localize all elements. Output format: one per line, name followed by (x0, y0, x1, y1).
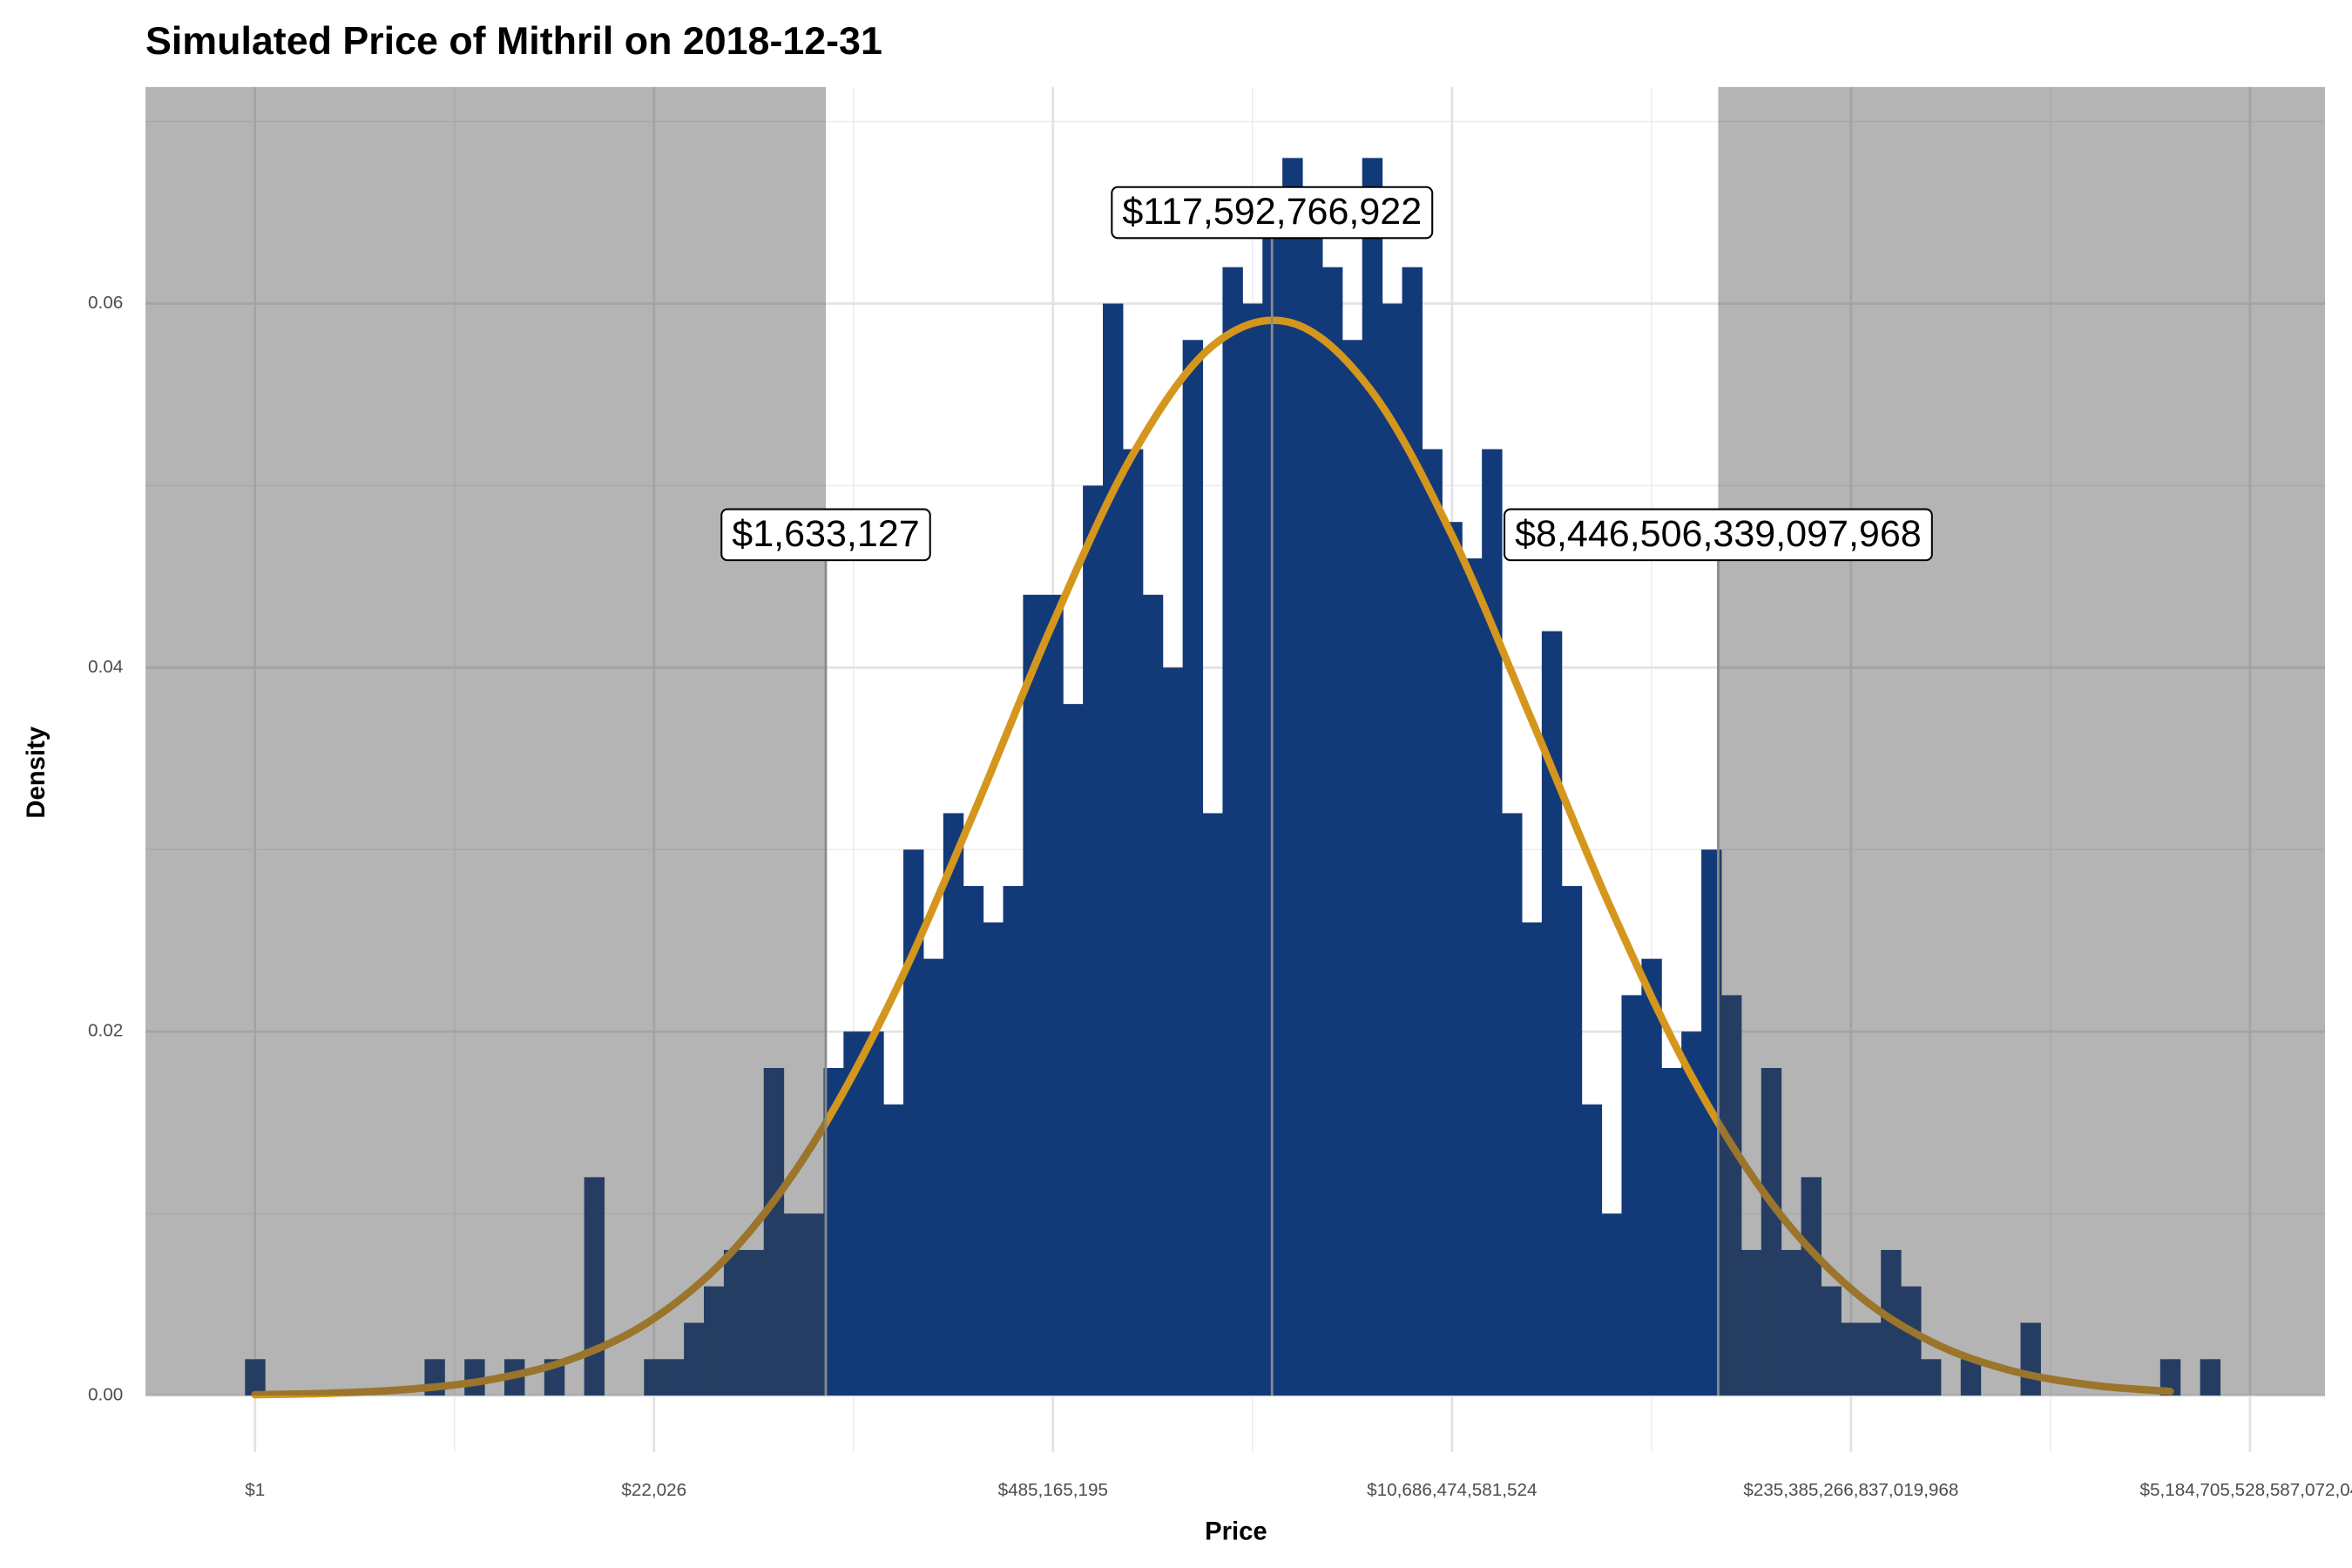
annotation: $1,633,127 (720, 508, 931, 562)
annotation-label: $1,633,127 (732, 513, 919, 555)
x-tick-label: $5,184,705,528,587,072,04 (2140, 1480, 2352, 1500)
histogram-bar (1561, 886, 1583, 1396)
histogram-bar (1621, 995, 1642, 1396)
histogram-bar (644, 1359, 665, 1396)
histogram-bar (1901, 1286, 1922, 1396)
histogram-bar (863, 1031, 884, 1396)
histogram-bar (1701, 849, 1722, 1396)
histogram-bar (1182, 340, 1204, 1396)
y-axis-title: Density (23, 726, 51, 818)
annotation: $117,592,766,922 (1111, 186, 1434, 240)
annotation-box (1504, 508, 1933, 562)
histogram-bar (1581, 1104, 1603, 1396)
histogram-bar (1302, 230, 1323, 1396)
histogram-bar (1921, 1359, 1942, 1396)
histogram-bar (1202, 813, 1223, 1396)
histogram-bar (1641, 958, 1662, 1396)
histogram-bar (723, 1249, 745, 1396)
annotation-label: $117,592,766,922 (1122, 191, 1422, 233)
histogram-bar (783, 1213, 805, 1396)
histogram-bar (1541, 631, 1563, 1396)
histogram-bar (1521, 922, 1543, 1396)
x-tick-label: $235,385,266,837,019,968 (1743, 1480, 1958, 1500)
histogram-bar (1342, 340, 1363, 1396)
annotation-box (1111, 186, 1434, 240)
annotation-label: $8,446,506,339,097,968 (1515, 513, 1922, 555)
histogram-bar (1720, 995, 1742, 1396)
histogram-bar (1321, 267, 1343, 1396)
histogram-bar (1043, 594, 1064, 1396)
histogram-bar (1242, 303, 1263, 1396)
histogram-bar (1023, 594, 1044, 1396)
shaded-region (145, 86, 826, 1396)
chart-title: Simulated Price of Mithril on 2018-12-31 (145, 19, 882, 63)
histogram-bar (1142, 594, 1164, 1396)
histogram-bar (1162, 667, 1184, 1396)
histogram-bar (704, 1286, 725, 1396)
x-tick-label: $1 (245, 1480, 265, 1500)
histogram-bar (763, 1068, 785, 1396)
x-tick-label: $485,165,195 (998, 1480, 1108, 1500)
x-tick-label: $22,026 (621, 1480, 686, 1500)
histogram-bar (1442, 522, 1463, 1396)
histogram-bar (1601, 1213, 1622, 1396)
histogram-bar (1761, 1068, 1782, 1396)
histogram-bar (1841, 1322, 1862, 1396)
histogram-bar (1122, 449, 1144, 1396)
histogram-bar (1801, 1177, 1822, 1396)
histogram-bar (1861, 1322, 1882, 1396)
histogram-bar (1222, 267, 1243, 1396)
x-tick-label: $10,686,474,581,524 (1367, 1480, 1537, 1500)
histogram-bar (923, 958, 944, 1396)
histogram-bar (1382, 303, 1403, 1396)
histogram-bar (1661, 1068, 1682, 1396)
histogram-bar (1740, 1249, 1762, 1396)
shaded-region (1718, 86, 2326, 1396)
histogram-bar (843, 1031, 864, 1396)
histogram-bar (2200, 1359, 2221, 1396)
histogram-bar (983, 922, 1004, 1396)
histogram-bar (1362, 158, 1383, 1396)
histogram-bar (1821, 1286, 1842, 1396)
histogram-bar (1502, 813, 1523, 1396)
histogram-bar (943, 813, 964, 1396)
histogram-bar (1282, 158, 1303, 1396)
histogram-bar (1681, 1031, 1702, 1396)
histogram-bar (1482, 449, 1503, 1396)
histogram-bar (2159, 1359, 2181, 1396)
histogram-bar (1103, 303, 1124, 1396)
histogram-bar (684, 1322, 705, 1396)
histogram-bar (1422, 449, 1443, 1396)
histogram-bar (1960, 1359, 1982, 1396)
histogram-bar (1083, 485, 1104, 1396)
histogram-bar (1402, 267, 1423, 1396)
y-tick-label: 0.02 (88, 1021, 123, 1041)
histogram-bar (883, 1104, 904, 1396)
histogram-bar (903, 849, 924, 1396)
annotation: $8,446,506,339,097,968 (1504, 508, 1933, 562)
histogram-bar (664, 1359, 685, 1396)
histogram-bar (963, 886, 984, 1396)
histogram-bar (743, 1249, 765, 1396)
y-tick-label: 0.00 (88, 1385, 123, 1405)
histogram-bar (584, 1177, 605, 1396)
density-curve (251, 316, 2174, 1399)
histogram-bar (245, 1359, 266, 1396)
y-tick-label: 0.06 (88, 293, 123, 313)
histogram-bar (1781, 1249, 1802, 1396)
histogram-bar (1063, 704, 1084, 1396)
histogram-bar (1003, 886, 1024, 1396)
histogram-bar (803, 1213, 824, 1396)
x-axis-title: Price (1205, 1518, 1267, 1546)
y-tick-label: 0.04 (88, 657, 123, 677)
histogram-bar (1462, 558, 1483, 1396)
histogram-bar (823, 1068, 844, 1396)
annotation-box (720, 508, 931, 562)
